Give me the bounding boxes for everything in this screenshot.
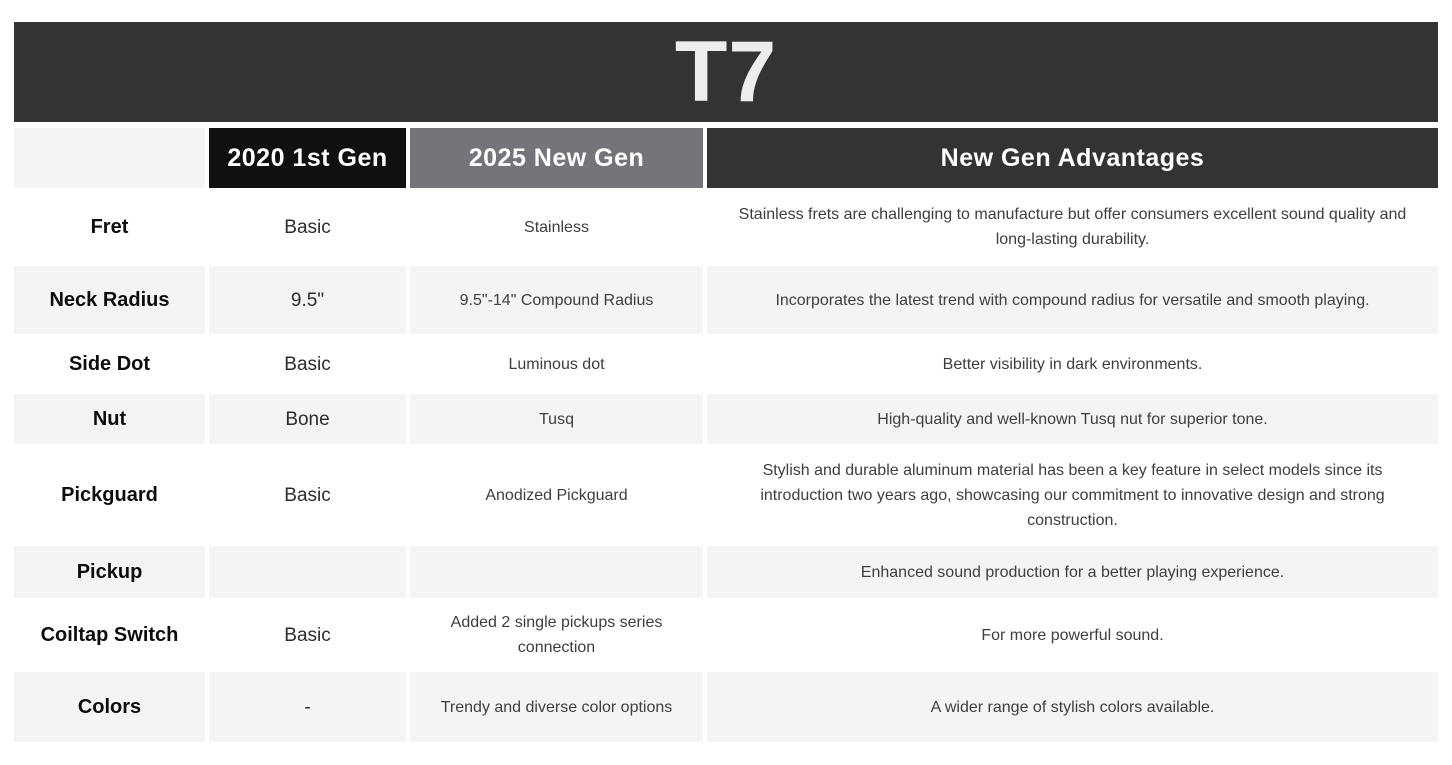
cell-feature: Pickup: [14, 546, 205, 598]
cell-gen2025: Added 2 single pickups series connection: [450, 614, 663, 656]
comparison-table: 2020 1st Gen 2025 New Gen New Gen Advant…: [10, 122, 1442, 748]
table-row-nut: Nut Bone Tusq High-quality and well-know…: [14, 394, 1438, 444]
cell-gen2020: Basic: [284, 353, 331, 375]
model-banner: T7: [14, 22, 1438, 122]
column-header-2025-gen: 2025 New Gen: [410, 128, 703, 188]
cell-advantage: Stainless frets are challenging to manuf…: [738, 206, 1407, 248]
cell-gen2020: 9.5": [209, 266, 406, 334]
table-row-pickguard: Pickguard Basic Anodized Pickguard Styli…: [14, 450, 1438, 540]
cell-advantage: Better visibility in dark environments.: [942, 355, 1203, 373]
cell-gen2025: Luminous dot: [508, 355, 605, 373]
cell-advantage: Incorporates the latest trend with compo…: [707, 266, 1438, 334]
table-row-colors: Colors - Trendy and diverse color option…: [14, 672, 1438, 742]
column-header-feature: [14, 128, 205, 188]
table-row-coiltap-switch: Coiltap Switch Basic Added 2 single pick…: [14, 604, 1438, 666]
cell-gen2020: [209, 546, 406, 598]
table-row-neck-radius: Neck Radius 9.5" 9.5"-14" Compound Radiu…: [14, 266, 1438, 334]
cell-feature: Side Dot: [68, 352, 151, 375]
cell-gen2020: -: [209, 672, 406, 742]
cell-advantage: Enhanced sound production for a better p…: [707, 546, 1438, 598]
cell-gen2025: Stainless: [524, 218, 589, 236]
cell-gen2025: Tusq: [410, 394, 703, 444]
cell-feature: Pickguard: [61, 483, 158, 506]
cell-gen2020: Basic: [284, 216, 331, 238]
table-row-fret: Fret Basic Stainless Stainless frets are…: [14, 194, 1438, 260]
cell-advantage: Stylish and durable aluminum material ha…: [760, 461, 1385, 529]
cell-feature: Colors: [14, 672, 205, 742]
cell-gen2025: 9.5"-14" Compound Radius: [410, 266, 703, 334]
header-row: 2020 1st Gen 2025 New Gen New Gen Advant…: [14, 128, 1438, 188]
column-header-2020-gen: 2020 1st Gen: [209, 128, 406, 188]
column-header-advantages: New Gen Advantages: [707, 128, 1438, 188]
cell-advantage: For more powerful sound.: [981, 626, 1164, 644]
cell-advantage: A wider range of stylish colors availabl…: [707, 672, 1438, 742]
cell-gen2020: Bone: [209, 394, 406, 444]
cell-gen2025: Trendy and diverse color options: [410, 672, 703, 742]
cell-feature: Neck Radius: [14, 266, 205, 334]
cell-gen2020: Basic: [284, 484, 331, 506]
table-row-side-dot: Side Dot Basic Luminous dot Better visib…: [14, 340, 1438, 388]
cell-feature: Nut: [14, 394, 205, 444]
cell-gen2020: Basic: [284, 624, 331, 646]
table-row-pickup: Pickup Enhanced sound production for a b…: [14, 546, 1438, 598]
cell-advantage: High-quality and well-known Tusq nut for…: [707, 394, 1438, 444]
cell-feature: Fret: [90, 215, 129, 238]
cell-gen2025: [410, 546, 703, 598]
cell-feature: Coiltap Switch: [40, 623, 179, 646]
cell-gen2025: Anodized Pickguard: [485, 486, 628, 504]
page-title: T7: [674, 24, 778, 120]
